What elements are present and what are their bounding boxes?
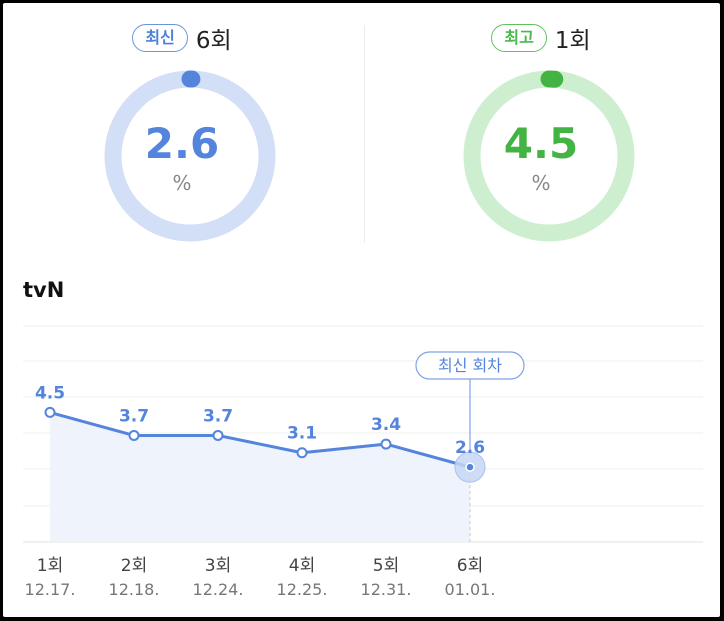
data-point [465, 462, 475, 472]
data-label: 2.6 [455, 438, 485, 458]
best-ring-progress [463, 70, 635, 242]
best-panel: 최고 1회 4.5 % [362, 3, 720, 253]
x-date-label: 01.01. [445, 580, 496, 599]
data-label: 4.5 [35, 383, 65, 403]
latest-panel: 최신 6회 2.6 % [3, 3, 361, 253]
rating-card: 최신 6회 2.6 % 최고 1회 4.5 % tvN 최신 회차 4.5 [3, 3, 720, 617]
best-rating-value: 4.5 [503, 119, 579, 168]
x-date-label: 12.17. [25, 580, 76, 599]
callout-label: 최신 회차 [438, 356, 502, 375]
latest-badge: 최신 [132, 24, 188, 52]
latest-ring [104, 70, 276, 242]
channel-title: tvN [23, 278, 65, 302]
rating-summary: 최신 6회 2.6 % 최고 1회 4.5 % [3, 3, 720, 253]
series-area [50, 412, 470, 542]
x-tick-label: 3회 [205, 556, 231, 576]
x-tick-label: 4회 [289, 556, 315, 576]
best-badge: 최고 [491, 24, 547, 52]
latest-ring-progress [104, 70, 276, 242]
best-episode: 1회 [554, 28, 591, 54]
data-label: 3.4 [371, 415, 401, 435]
rating-chart: 최신 회차 4.5 3.7 3.7 3.1 3.4 2.6 1회 12.17. 2회 12.18. 3… [23, 325, 703, 599]
callout-box [415, 351, 525, 380]
best-rating-unit: % [531, 171, 551, 195]
data-point [44, 406, 56, 418]
summary-divider [364, 25, 365, 243]
latest-episode: 6회 [195, 28, 232, 54]
data-label: 3.7 [203, 406, 233, 426]
x-date-label: 12.24. [193, 580, 244, 599]
x-tick-label: 5회 [373, 556, 399, 576]
data-point [296, 447, 308, 459]
latest-header: 최신 6회 [3, 21, 361, 55]
series-line [49, 410, 471, 469]
x-tick-label: 2회 [121, 556, 147, 576]
data-point [380, 438, 392, 450]
best-header: 최고 1회 [362, 21, 720, 55]
x-date-label: 12.18. [109, 580, 160, 599]
data-label: 3.1 [287, 424, 317, 444]
x-date-label: 12.31. [361, 580, 412, 599]
data-point [212, 429, 224, 441]
best-ring [463, 70, 635, 242]
latest-rating-unit: % [172, 171, 192, 195]
x-tick-label: 1회 [37, 556, 63, 576]
x-date-label: 12.25. [277, 580, 328, 599]
data-label: 3.7 [119, 406, 149, 426]
latest-rating-value: 2.6 [144, 119, 220, 168]
data-point [128, 429, 140, 441]
x-tick-label: 6회 [457, 556, 483, 576]
